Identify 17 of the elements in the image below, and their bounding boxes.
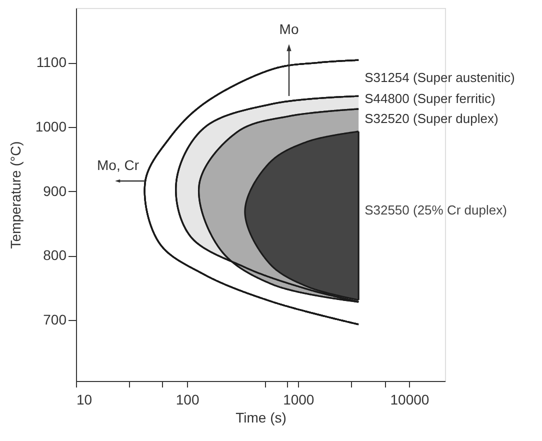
x-tick-label: 10000 xyxy=(390,392,430,408)
text: S32550 (25% Cr duplex) xyxy=(364,202,507,218)
y-tick-label: 1100 xyxy=(36,54,67,70)
y-tick-label: 1000 xyxy=(35,118,67,134)
x-tick-label: 1000 xyxy=(283,392,314,408)
series-label: S31254 (Super austenitic) xyxy=(364,70,515,86)
y-axis-title: Temperature (°C) xyxy=(7,141,24,249)
annotation: Mo, Cr xyxy=(97,157,140,173)
x-tick-label: 100 xyxy=(176,392,200,408)
y-tick-label: 800 xyxy=(43,247,67,264)
y-tick-label: 900 xyxy=(43,182,67,199)
series-label: S44800 (Super ferritic) xyxy=(364,91,496,106)
x-axis-title: Time (s) xyxy=(236,410,286,426)
annotation: Mo xyxy=(279,21,299,37)
y-tick-label: 700 xyxy=(43,311,67,328)
series-label: S32520 (Super duplex) xyxy=(364,110,498,126)
x-tick-label: 10 xyxy=(76,392,92,408)
